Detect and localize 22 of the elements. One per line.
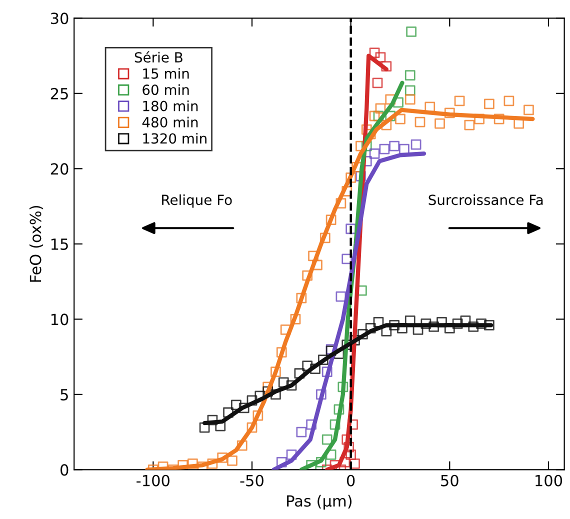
y-tick-label: 5 [60,389,68,400]
legend-label: 15 min [143,68,189,79]
x-tick-label: 0 [346,474,355,486]
x-tick-label: -50 [240,474,264,486]
y-tick-label: 10 [51,314,68,326]
x-tick-label: -100 [136,474,170,486]
y-tick-label: 30 [50,12,68,24]
x-axis-title: Pas (µm) [287,494,352,510]
legend-label: 1320 min [143,132,206,144]
y-tick-label: 25 [50,88,68,100]
y-tick-label: 20 [50,163,68,175]
annotation: Relique Fo [162,194,232,208]
y-axis-title: FeO (ox%) [29,206,44,282]
y-tick-label: 0 [60,464,68,476]
legend-title: Série B [134,51,182,63]
legend-label: 180 min [143,100,198,112]
y-tick-label: 15 [51,238,68,250]
legend-label: 480 min [142,116,198,128]
x-tick-label: 50 [441,474,458,486]
annotation: Surcroissance Fa [428,194,543,206]
legend-label: 60 min [142,84,189,96]
x-tick-label: 100 [536,474,562,486]
